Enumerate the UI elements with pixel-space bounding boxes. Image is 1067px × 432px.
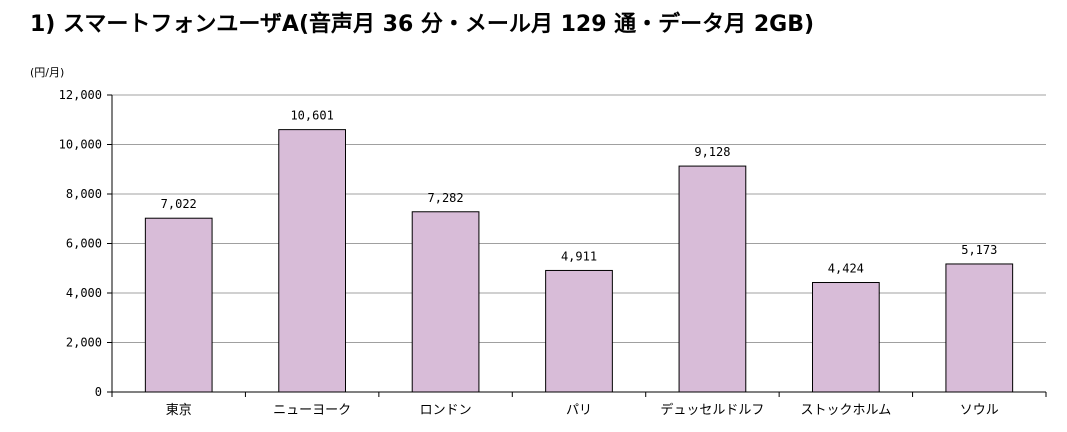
data-label: 7,022 (161, 197, 197, 211)
bars (144, 129, 1014, 393)
category-label: パリ (566, 403, 592, 418)
y-tick-label: 4,000 (66, 286, 102, 300)
bar (144, 217, 213, 393)
bar (278, 129, 346, 393)
chart-title: 1) スマートフォンユーザA(音声月 36 分・メール月 129 通・データ月 … (30, 12, 815, 37)
y-tick-label: 0 (95, 385, 102, 399)
data-label: 4,424 (828, 262, 864, 276)
y-axis-ticks: 0 2,000 4,000 6,000 8,000 10,000 12,000 (59, 88, 112, 399)
bar (678, 165, 747, 393)
bar (411, 211, 480, 393)
data-label: 10,601 (290, 109, 333, 123)
data-label: 5,173 (961, 243, 997, 257)
bar (945, 263, 1014, 393)
data-label: 7,282 (428, 191, 464, 205)
y-tick-label: 6,000 (66, 237, 102, 251)
category-label: ニューヨーク (273, 403, 351, 418)
category-label: ロンドン (420, 403, 472, 418)
category-label: 東京 (166, 402, 192, 418)
bar (812, 282, 880, 393)
category-label: デュッセルドルフ (660, 402, 764, 418)
y-tick-label: 8,000 (66, 187, 102, 201)
y-tick-label: 12,000 (59, 88, 102, 102)
y-axis-unit-label: (円/月) (30, 66, 64, 79)
category-label: ソウル (960, 403, 999, 418)
category-labels: 東京 ニューヨーク ロンドン パリ デュッセルドルフ ストックホルム ソウル (111, 392, 1047, 418)
bar (545, 269, 613, 393)
data-labels: 7,022 10,601 7,282 4,911 9,128 4,424 5,173 (161, 109, 998, 276)
category-label: ストックホルム (800, 403, 891, 418)
data-label: 9,128 (694, 145, 730, 159)
y-tick-label: 2,000 (66, 336, 102, 350)
y-tick-label: 10,000 (59, 138, 102, 152)
data-label: 4,911 (561, 249, 597, 263)
